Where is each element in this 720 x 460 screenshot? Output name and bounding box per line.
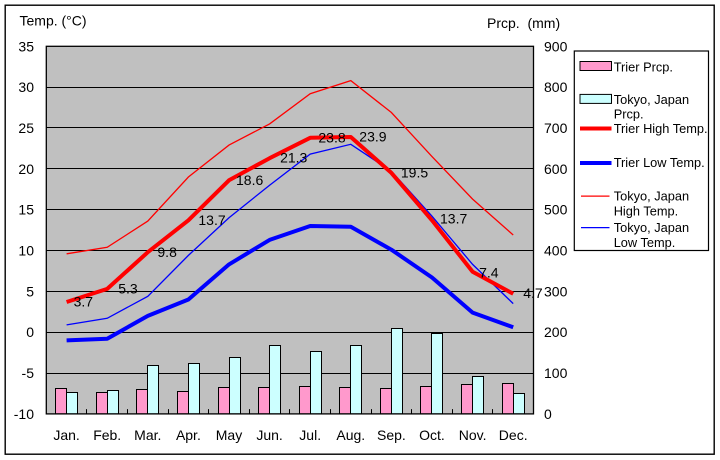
svg-text:10: 10: [18, 243, 34, 259]
svg-text:13.7: 13.7: [198, 212, 225, 228]
svg-text:800: 800: [544, 79, 568, 95]
svg-text:18.6: 18.6: [236, 172, 263, 188]
svg-text:Mar.: Mar.: [134, 427, 161, 443]
svg-text:900: 900: [544, 38, 568, 54]
svg-text:High Temp.: High Temp.: [614, 204, 679, 219]
svg-text:15: 15: [18, 202, 34, 218]
svg-text:Feb.: Feb.: [93, 427, 121, 443]
svg-text:Apr.: Apr.: [176, 427, 201, 443]
svg-text:300: 300: [544, 283, 568, 299]
svg-text:May: May: [216, 427, 242, 443]
svg-text:13.7: 13.7: [440, 210, 467, 226]
svg-text:Tokyo, Japan: Tokyo, Japan: [614, 92, 689, 107]
svg-text:Tokyo, Japan: Tokyo, Japan: [614, 220, 689, 235]
svg-text:500: 500: [544, 202, 568, 218]
svg-text:19.5: 19.5: [401, 164, 428, 180]
svg-text:-5: -5: [22, 365, 35, 381]
svg-text:Prcp.: Prcp.: [614, 107, 644, 122]
svg-text:Nov.: Nov.: [459, 427, 487, 443]
svg-text:Trier High Temp.: Trier High Temp.: [614, 121, 708, 136]
svg-text:35: 35: [18, 38, 34, 54]
svg-text:5.3: 5.3: [118, 281, 138, 297]
svg-text:Tokyo, Japan: Tokyo, Japan: [614, 189, 689, 204]
svg-text:3.7: 3.7: [74, 294, 94, 310]
svg-text:5: 5: [26, 283, 34, 299]
svg-text:23.9: 23.9: [359, 129, 386, 145]
svg-text:0: 0: [544, 406, 552, 422]
svg-text:23.8: 23.8: [318, 129, 345, 145]
svg-text:200: 200: [544, 324, 568, 340]
svg-text:25: 25: [18, 120, 34, 136]
svg-text:Low Temp.: Low Temp.: [614, 235, 676, 250]
svg-text:9.8: 9.8: [157, 244, 177, 260]
svg-text:20: 20: [18, 161, 34, 177]
svg-text:Dec.: Dec.: [499, 427, 528, 443]
svg-text:7.4: 7.4: [479, 264, 499, 280]
svg-text:Trier Low Temp.: Trier Low Temp.: [614, 155, 705, 170]
svg-text:Trier Prcp.: Trier Prcp.: [614, 59, 673, 74]
svg-text:100: 100: [544, 365, 568, 381]
svg-text:Temp. (°C): Temp. (°C): [20, 13, 87, 29]
svg-text:Jul.: Jul.: [299, 427, 321, 443]
svg-text:Sep.: Sep.: [377, 427, 406, 443]
svg-text:Jun.: Jun.: [256, 427, 282, 443]
svg-text:Prcp. (mm): Prcp. (mm): [487, 15, 560, 31]
svg-text:0: 0: [26, 324, 34, 340]
svg-text:700: 700: [544, 120, 568, 136]
svg-text:400: 400: [544, 243, 568, 259]
svg-text:Oct.: Oct.: [419, 427, 445, 443]
svg-text:Aug.: Aug.: [336, 427, 365, 443]
svg-text:Jan.: Jan.: [53, 427, 79, 443]
svg-text:4.7: 4.7: [523, 285, 543, 301]
svg-text:21.3: 21.3: [280, 150, 307, 166]
svg-text:30: 30: [18, 79, 34, 95]
svg-text:600: 600: [544, 161, 568, 177]
svg-text:-10: -10: [14, 406, 34, 422]
